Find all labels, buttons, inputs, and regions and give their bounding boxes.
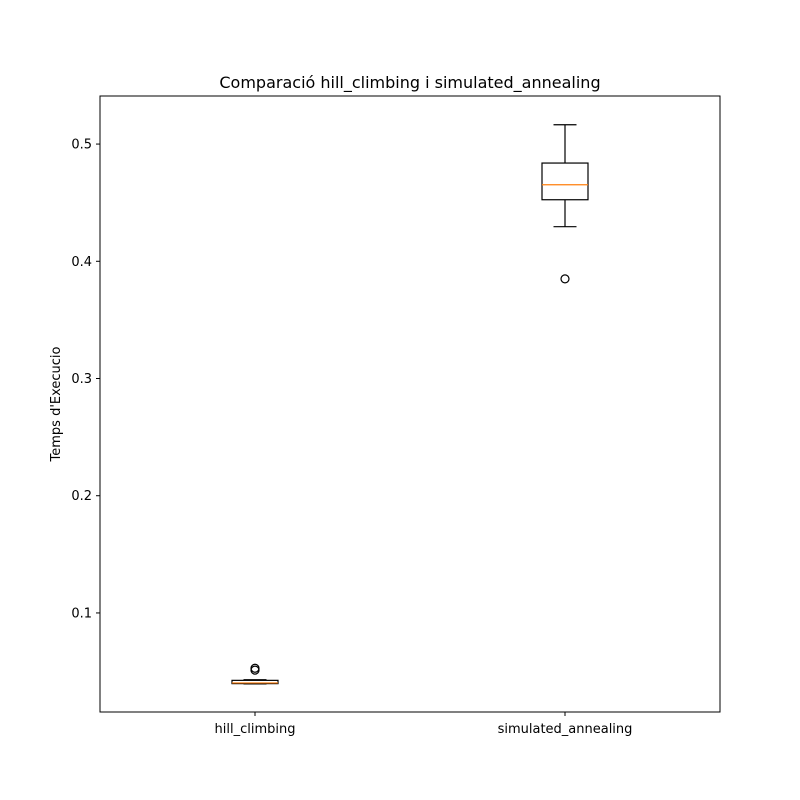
y-tick-label: 0.2 (71, 489, 92, 504)
axes-frame (99, 95, 721, 713)
box-iqr (231, 679, 279, 685)
y-tick-label: 0.4 (71, 255, 92, 270)
y-axis-label: Temps d'Execucio (49, 346, 64, 462)
chart-title: Comparació hill_climbing i simulated_ann… (219, 73, 600, 93)
outlier-point (250, 663, 260, 673)
box-iqr (541, 162, 589, 201)
y-tick-label: 0.1 (71, 606, 92, 621)
outlier-point (560, 274, 570, 284)
x-tick-label: simulated_annealing (498, 722, 633, 737)
x-tick-label: hill_climbing (215, 722, 296, 737)
y-tick-label: 0.5 (71, 138, 92, 153)
y-tick-label: 0.3 (71, 372, 92, 387)
outlier-point (250, 665, 260, 675)
plot-area: 0.1 0.2 0.3 0.4 0.5 hill_climbing simulated_an… (71, 124, 633, 737)
